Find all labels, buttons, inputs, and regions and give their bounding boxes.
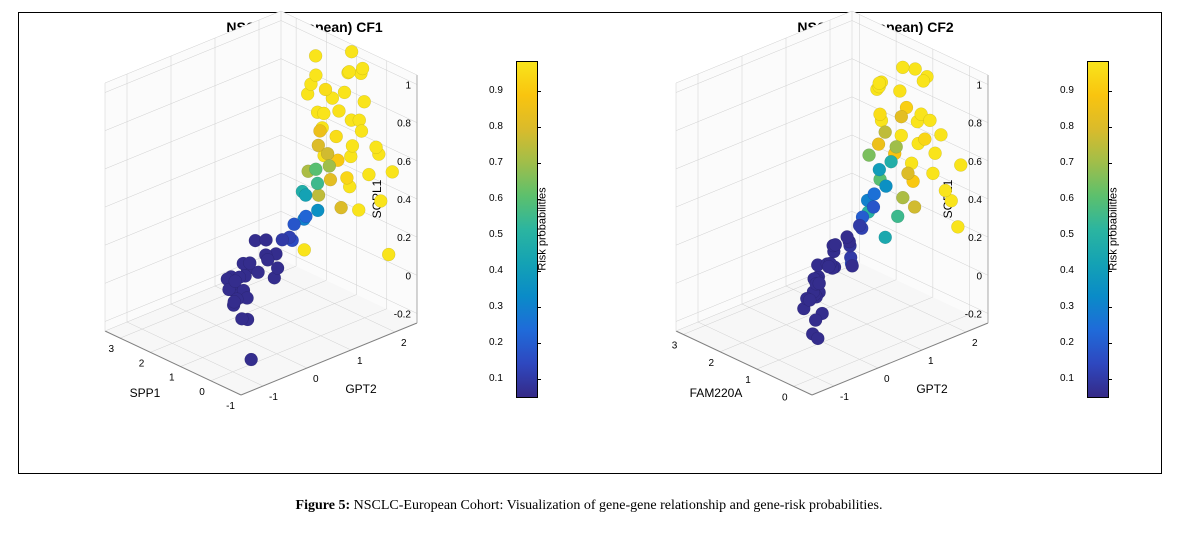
svg-text:1: 1: [169, 373, 175, 384]
colorbar-tick: 0.8: [489, 121, 511, 132]
svg-text:0: 0: [782, 392, 788, 403]
scatter3d-cf2: 0123-1012-0.200.20.40.60.81FAM220AGPT2SG…: [620, 43, 1020, 443]
svg-text:FAM220A: FAM220A: [690, 386, 743, 400]
colorbar-cf2-label: Risk probabilities: [1107, 187, 1119, 270]
colorbar-tick: 0.4: [489, 265, 511, 276]
svg-text:-0.2: -0.2: [394, 309, 412, 320]
svg-text:0: 0: [405, 271, 411, 282]
svg-text:0.6: 0.6: [397, 157, 411, 168]
svg-text:-1: -1: [269, 392, 278, 403]
svg-text:SPP1: SPP1: [130, 386, 161, 400]
colorbar-tick: 0.6: [489, 193, 511, 204]
colorbar-tick: 0.1: [1060, 373, 1082, 384]
svg-text:0.2: 0.2: [397, 233, 411, 244]
svg-text:0.6: 0.6: [968, 157, 982, 168]
svg-text:GPT2: GPT2: [916, 382, 948, 396]
colorbar-tick: 0.5: [1060, 229, 1082, 240]
colorbar-tick: 0.2: [489, 337, 511, 348]
colorbar-tick: 0.9: [1060, 85, 1082, 96]
svg-text:0.4: 0.4: [968, 195, 982, 206]
colorbar-tick: 0.9: [489, 85, 511, 96]
svg-text:1: 1: [976, 81, 982, 92]
svg-text:0: 0: [313, 374, 319, 385]
colorbar-tick: 0.1: [489, 373, 511, 384]
colorbar-cf1-label: Risk probabilities: [536, 187, 548, 270]
svg-text:1: 1: [745, 375, 751, 386]
caption-bold: Figure 5:: [296, 498, 351, 513]
svg-text:1: 1: [928, 356, 934, 367]
colorbar-tick: 0.3: [1060, 301, 1082, 312]
svg-text:0: 0: [976, 271, 982, 282]
colorbar-tick: 0.7: [1060, 157, 1082, 168]
svg-text:-0.2: -0.2: [965, 309, 983, 320]
colorbar-tick: 0.6: [1060, 193, 1082, 204]
svg-text:-1: -1: [840, 392, 849, 403]
svg-text:0.8: 0.8: [968, 119, 982, 130]
colorbar-tick: 0.4: [1060, 265, 1082, 276]
colorbar-cf2: 0.10.20.30.40.50.60.70.80.9: [1087, 61, 1109, 398]
svg-text:2: 2: [401, 338, 407, 349]
panel-cf2: NSCLC (European) CF2 0123-1012-0.200.20.…: [590, 13, 1161, 473]
figure-container: NSCLC (European) CF1 -10123-1012-0.200.2…: [0, 0, 1178, 534]
svg-text:1: 1: [357, 356, 363, 367]
svg-text:1: 1: [405, 81, 411, 92]
svg-text:0: 0: [199, 387, 205, 398]
colorbar-tick: 0.5: [489, 229, 511, 240]
scatter3d-cf1: -10123-1012-0.200.20.40.60.81SPP1GPT2SGP…: [49, 43, 449, 443]
colorbar-tick: 0.2: [1060, 337, 1082, 348]
colorbar-tick: 0.7: [489, 157, 511, 168]
svg-text:0.4: 0.4: [397, 195, 411, 206]
panel-cf1: NSCLC (European) CF1 -10123-1012-0.200.2…: [19, 13, 590, 473]
svg-text:0.8: 0.8: [397, 119, 411, 130]
svg-text:3: 3: [672, 340, 678, 351]
colorbar-cf1: 0.10.20.30.40.50.60.70.80.9: [516, 61, 538, 398]
svg-text:0.2: 0.2: [968, 233, 982, 244]
colorbar-tick: 0.3: [489, 301, 511, 312]
figure-frame: NSCLC (European) CF1 -10123-1012-0.200.2…: [18, 12, 1162, 474]
caption-text: NSCLC-European Cohort: Visualization of …: [350, 498, 882, 513]
svg-text:-1: -1: [226, 401, 235, 412]
colorbar-tick: 0.8: [1060, 121, 1082, 132]
svg-text:GPT2: GPT2: [345, 382, 377, 396]
svg-text:3: 3: [109, 344, 115, 355]
svg-text:2: 2: [709, 358, 715, 369]
figure-caption: Figure 5: NSCLC-European Cohort: Visuali…: [0, 498, 1178, 514]
svg-text:0: 0: [884, 374, 890, 385]
svg-text:2: 2: [139, 358, 145, 369]
svg-text:2: 2: [972, 338, 978, 349]
